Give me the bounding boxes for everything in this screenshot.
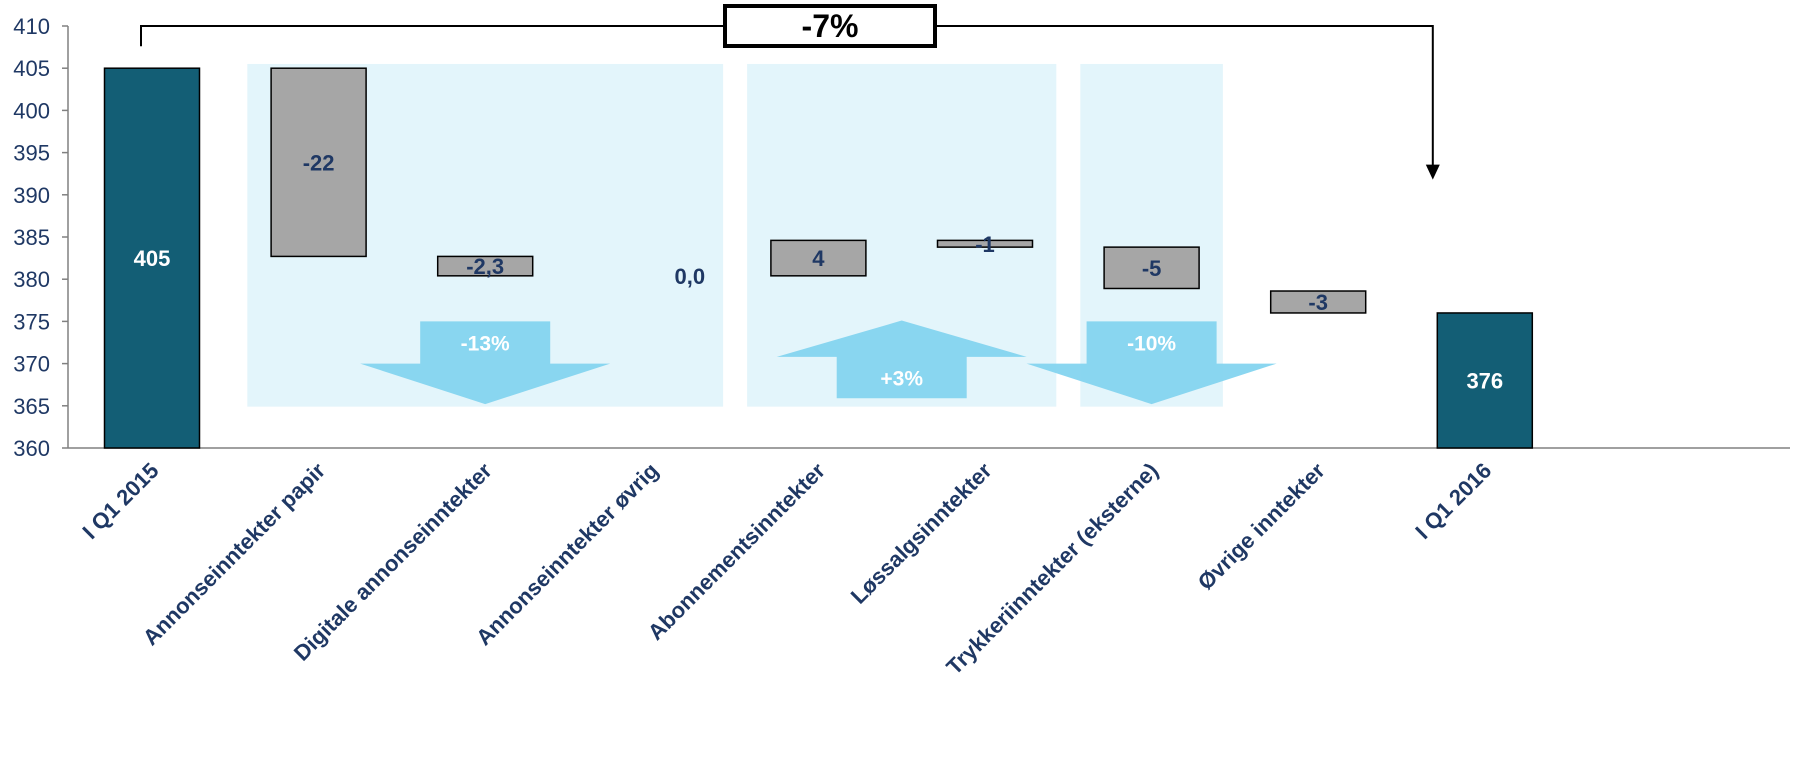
bar-value-label: 405 <box>134 246 171 271</box>
y-axis: 360 365 370 375 380 385 390 395 400 405 410 <box>13 14 1790 461</box>
total-bar <box>103 67 201 449</box>
bar-value-label: -1 <box>975 232 995 257</box>
category-label: Løssalgsinntekter <box>846 458 997 609</box>
waterfall-bars: 405 -22 -2,3 0,0 4 -1 -5 -3 376 <box>103 67 1534 449</box>
y-tick-label: 365 <box>13 394 50 419</box>
category-label: Øvrige inntekter <box>1193 458 1330 595</box>
total-change-label: -7% <box>802 8 859 44</box>
delta-bar <box>270 67 367 258</box>
group-change-arrow <box>360 321 611 405</box>
bar-value-label: 376 <box>1466 368 1503 393</box>
category-label: Abonnementsinntekter <box>643 458 830 645</box>
group-change-label: -10% <box>1127 333 1176 356</box>
y-tick-label: 405 <box>13 56 50 81</box>
delta-bar <box>770 239 867 277</box>
bar-value-label: -3 <box>1308 290 1328 315</box>
y-tick-label: 400 <box>13 98 50 123</box>
group-change-label: -13% <box>461 333 510 356</box>
group-change-arrow <box>776 320 1027 399</box>
category-label: I Q1 2016 <box>1410 458 1496 544</box>
y-tick-label: 360 <box>13 436 50 461</box>
group-highlights <box>247 63 1223 407</box>
bar-value-label: 0,0 <box>675 264 706 289</box>
total-change-arrowhead <box>1425 164 1440 180</box>
bar-value-label: -5 <box>1142 256 1162 281</box>
total-change-box <box>723 4 937 48</box>
y-tick-label: 380 <box>13 267 50 292</box>
group-change-arrow <box>1026 321 1277 405</box>
category-label: Digitale annonseinntekter <box>289 458 497 666</box>
category-label: I Q1 2015 <box>78 458 164 544</box>
y-tick-label: 370 <box>13 352 50 377</box>
y-tick-label: 395 <box>13 141 50 166</box>
y-tick-label: 410 <box>13 14 50 39</box>
y-tick-label: 375 <box>13 309 50 334</box>
total-change-annotation: -7% <box>140 4 1440 180</box>
group-change-arrows: -13% +3% -10% <box>360 320 1277 405</box>
y-tick-label: 390 <box>13 183 50 208</box>
category-label: Annonseinntekter øvrig <box>471 458 663 650</box>
bar-value-label: 4 <box>812 246 825 271</box>
bar-value-label: -22 <box>303 150 335 175</box>
delta-bar <box>936 239 1034 248</box>
category-label: Annonseinntekter papir <box>138 458 331 651</box>
delta-bar <box>1269 290 1367 314</box>
delta-bar <box>436 255 534 277</box>
bar-value-label: -2,3 <box>466 254 504 279</box>
delta-bar <box>1103 246 1200 290</box>
y-tick-label: 385 <box>13 225 50 250</box>
total-bar <box>1436 312 1534 449</box>
group-change-label: +3% <box>880 368 923 391</box>
